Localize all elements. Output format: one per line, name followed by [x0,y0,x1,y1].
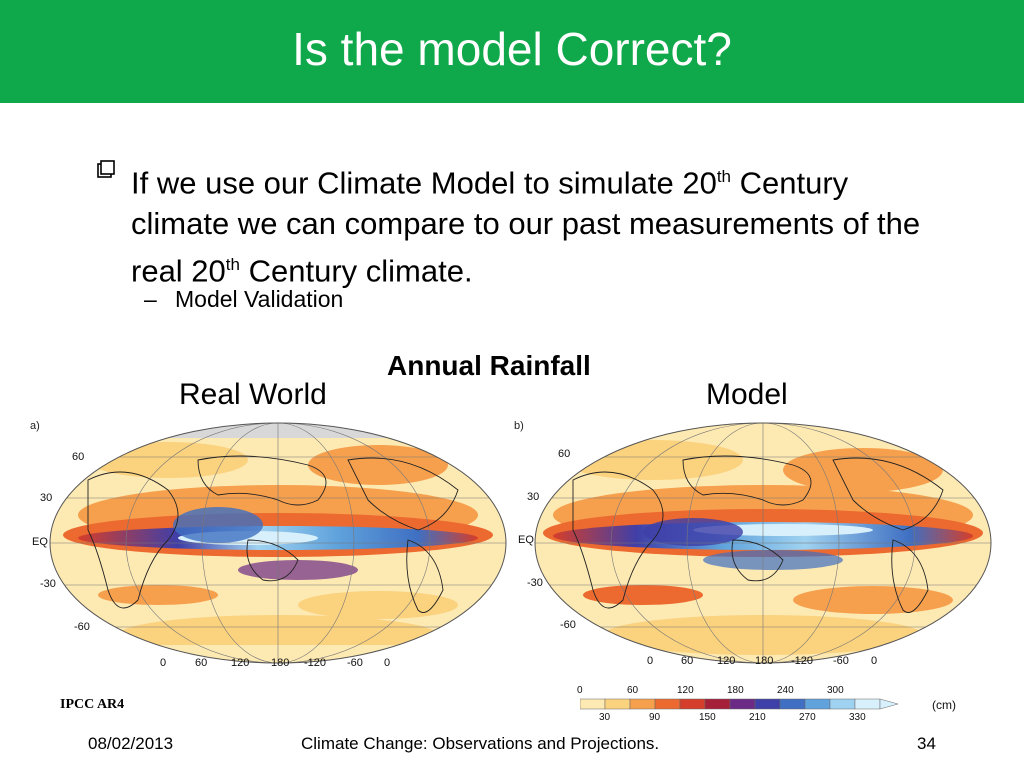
lon-label-right: 0 [871,655,878,667]
bullet-part-2: Century climate we can compare to our pa… [131,165,921,289]
lon-label-left: -60 [347,657,363,669]
footer-title: Climate Change: Observations and Project… [301,734,660,753]
footer-date: 08/02/2013 [88,734,174,753]
real-world-label: Real World [179,378,327,411]
colorbar-swatch [854,698,881,710]
colorbar-tick-label: 330 [849,712,866,723]
colorbar-tick-label: 180 [727,685,744,696]
colorbar-swatch [580,698,606,710]
footer-page-number: 34 [917,734,936,753]
colorbar-swatch [654,698,681,710]
colorbar-swatch [779,698,806,710]
rainfall-colorbar [580,698,899,710]
lat-label-left: EQ [32,536,48,548]
lon-label-right: 120 [717,655,736,667]
lat-label-left: -30 [40,578,56,590]
bullet-sup-2: th [225,255,240,275]
lat-label-right: -60 [560,619,576,631]
model-rainfall-map [534,422,992,664]
colorbar-tick-label: 60 [627,685,639,696]
bullet-sup-1: th [716,167,732,186]
lat-label-left: 30 [40,492,53,504]
colorbar-swatch [729,698,756,710]
lon-label-right: 60 [681,655,694,667]
source-credit: IPCC AR4 [60,697,125,712]
colorbar-swatch [754,698,781,710]
lon-label-left: 0 [160,657,167,669]
colorbar-tick-label: 270 [799,712,816,723]
lat-label-right: 30 [527,491,540,503]
colorbar-tick-label: 210 [749,712,766,723]
colorbar-swatch [704,698,731,710]
lon-label-left: 0 [384,657,391,669]
bullet-part-3: Century climate. [239,253,473,289]
lat-label-right: 60 [558,448,571,460]
panel-a-label: a) [30,420,40,432]
lon-label-right: -60 [833,655,849,667]
colorbar-unit: (cm) [932,698,956,712]
colorbar-tick-label: 30 [599,712,611,723]
lon-label-right: -120 [791,655,814,667]
sub-bullet-text: Model Validation [175,286,344,312]
colorbar-tick-label: 0 [577,685,583,696]
real-world-rainfall-map [49,422,507,664]
colorbar-extend-arrow [879,698,899,710]
figure-title: Annual Rainfall [387,350,591,381]
title-bar [0,0,1024,103]
lon-label-right: 180 [755,655,774,667]
colorbar-tick-label: 240 [777,685,794,696]
lon-label-left: -120 [304,657,327,669]
colorbar-swatch [629,698,656,710]
lat-label-left: 60 [72,451,85,463]
lat-label-right: -30 [527,577,543,589]
colorbar-tick-label: 150 [699,712,716,723]
lon-label-left: 180 [271,657,290,669]
bullet-part-1: If we use our Climate Model to simulate … [131,165,717,201]
colorbar-swatch [829,698,856,710]
slide-title: Is the model Correct? [292,23,732,75]
lat-label-right: EQ [518,534,534,546]
checkbox-bullet-icon [97,160,115,178]
main-bullet-text: If we use our Climate Model to simulate … [131,156,951,292]
model-label: Model [706,378,788,411]
lon-label-left: 120 [231,657,250,669]
sub-bullet-dash: – [144,286,157,312]
lon-label-left: 60 [195,657,208,669]
colorbar-swatch [804,698,831,710]
colorbar-tick-label: 300 [827,685,844,696]
lat-label-left: -60 [74,621,90,633]
panel-b-label: b) [514,420,524,432]
colorbar-swatch [679,698,706,710]
lon-label-right: 0 [647,655,654,667]
colorbar-tick-label: 90 [649,712,661,723]
colorbar-swatch [604,698,631,710]
colorbar-tick-label: 120 [677,685,694,696]
